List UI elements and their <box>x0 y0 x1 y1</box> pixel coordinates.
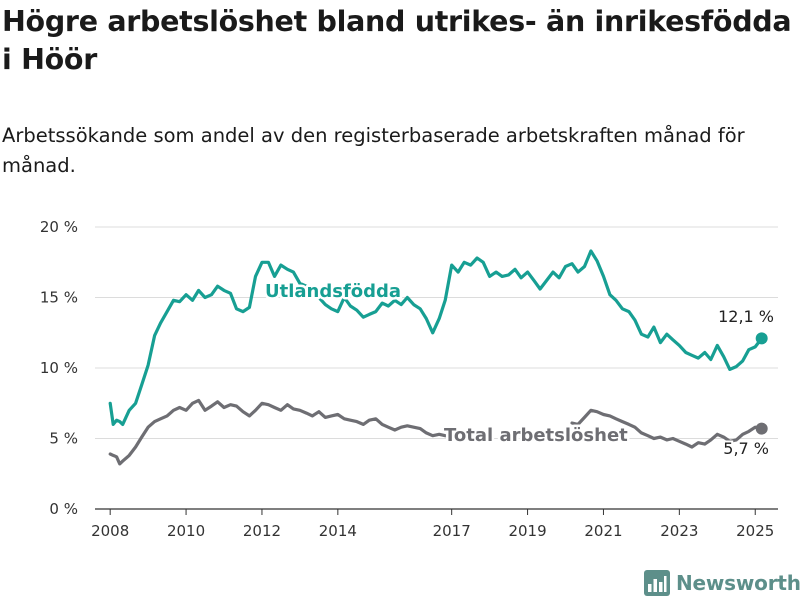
series-lines <box>108 249 768 466</box>
chart-title: Högre arbetslöshet bland utrikes- än inr… <box>2 5 792 76</box>
line-total-arbetsloshet-recent <box>570 408 764 449</box>
end-label-utlandsfodda: 12,1 % <box>718 307 774 326</box>
y-tick-label: 10 % <box>40 359 78 377</box>
end-label-total: 5,7 % <box>723 439 769 458</box>
x-axis: 2008 2010 2012 2014 2017 2019 2021 2023 2025 <box>91 508 778 540</box>
x-tick-label: 2019 <box>508 522 546 540</box>
x-tick-label: 2017 <box>433 522 471 540</box>
y-tick-label: 0 % <box>49 500 78 518</box>
grid-lines <box>95 226 778 439</box>
end-marker-utlandsfodda <box>755 332 768 345</box>
x-tick-label: 2014 <box>319 522 357 540</box>
x-tick-label: 2025 <box>736 522 774 540</box>
x-tick-label: 2021 <box>584 522 622 540</box>
end-marker-total <box>755 422 768 435</box>
series-labels: Utlandsfödda Total arbetslöshet 12,1 % 5… <box>263 279 777 461</box>
x-tick-label: 2008 <box>91 522 129 540</box>
line-utlandsfodda <box>108 249 764 426</box>
x-tick-label: 2010 <box>167 522 205 540</box>
y-tick-label: 20 % <box>40 218 78 236</box>
y-tick-label: 5 % <box>49 430 78 448</box>
y-axis-ticks: 0 % 5 % 10 % 15 % 20 % <box>40 218 78 518</box>
chart-subtitle: Arbetssökande som andel av den registerb… <box>2 124 745 177</box>
logo-text: Newsworthy <box>676 571 800 595</box>
bar-chart-icon <box>644 570 670 596</box>
x-tick-label: 2012 <box>243 522 281 540</box>
newsworthy-logo: Newsworthy <box>644 568 800 598</box>
line-total-arbetsloshet <box>108 398 447 466</box>
series-label-total: Total arbetslöshet <box>444 425 628 446</box>
x-tick-label: 2023 <box>660 522 698 540</box>
series-label-utlandsfodda: Utlandsfödda <box>265 281 401 302</box>
y-tick-label: 15 % <box>40 289 78 307</box>
